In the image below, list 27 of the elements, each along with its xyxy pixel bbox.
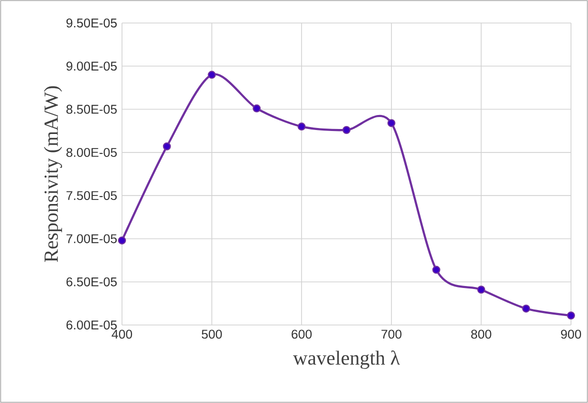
x-tick-label: 900 [561, 330, 582, 339]
point [387, 119, 396, 128]
y-tick-label: 6.50E-05 [66, 277, 117, 286]
y-tick-label: 8.00E-05 [66, 148, 117, 157]
y-axis-title: Responsivity (mA/W) [44, 86, 62, 262]
point [432, 266, 440, 274]
y-tick-label: 9.00E-05 [66, 62, 117, 71]
y-tick-label: 9.50E-05 [66, 18, 117, 28]
x-tick-label: 600 [292, 330, 312, 339]
x-tick-label: 400 [112, 330, 132, 339]
point [477, 286, 486, 294]
point [252, 104, 261, 112]
point [118, 236, 126, 244]
point [162, 142, 171, 150]
x-tick-label: 700 [381, 330, 402, 339]
x-tick-label: 800 [471, 330, 492, 339]
x-tick-label: 500 [202, 330, 222, 339]
y-tick-label: 7.50E-05 [66, 191, 117, 200]
x-axis-title: wavelength λ [293, 350, 400, 369]
point [208, 70, 216, 79]
point [342, 126, 351, 134]
point [522, 304, 530, 313]
y-tick-label: 8.50E-05 [66, 104, 117, 114]
point [298, 122, 306, 131]
y-tick-label: 7.00E-05 [66, 234, 117, 244]
y-tick-label: 6.00E-05 [66, 320, 117, 330]
point [567, 312, 576, 320]
